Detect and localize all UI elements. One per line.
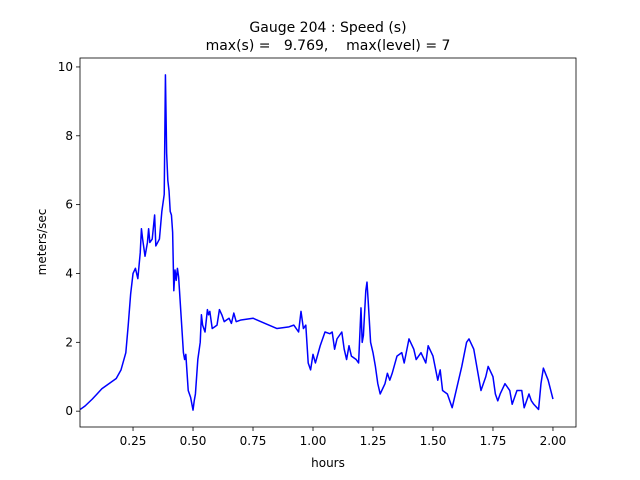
y-tick-label: 10 [58, 60, 73, 74]
y-axis-label: meters/sec [35, 209, 49, 276]
x-tick-label: 1.75 [480, 434, 507, 448]
x-tick-label: 0.75 [240, 434, 267, 448]
x-tick-label: 1.00 [300, 434, 327, 448]
y-tick-label: 2 [65, 335, 73, 349]
line-series [79, 74, 554, 411]
x-tick-label: 0.25 [120, 434, 147, 448]
chart-subtitle: max(s) = 9.769, max(level) = 7 [206, 38, 451, 54]
x-tick-label: 1.25 [360, 434, 387, 448]
x-tick-label: 1.50 [420, 434, 447, 448]
chart-title: Gauge 204 : Speed (s) [249, 20, 406, 36]
y-tick-label: 4 [65, 266, 73, 280]
x-tick-label: 0.50 [180, 434, 207, 448]
y-tick-label: 8 [65, 129, 73, 143]
x-tick-label: 2.00 [540, 434, 567, 448]
x-axis-label: hours [311, 456, 345, 470]
plot-frame [79, 57, 577, 428]
y-tick-label: 0 [65, 404, 73, 418]
y-tick-label: 6 [65, 198, 73, 212]
